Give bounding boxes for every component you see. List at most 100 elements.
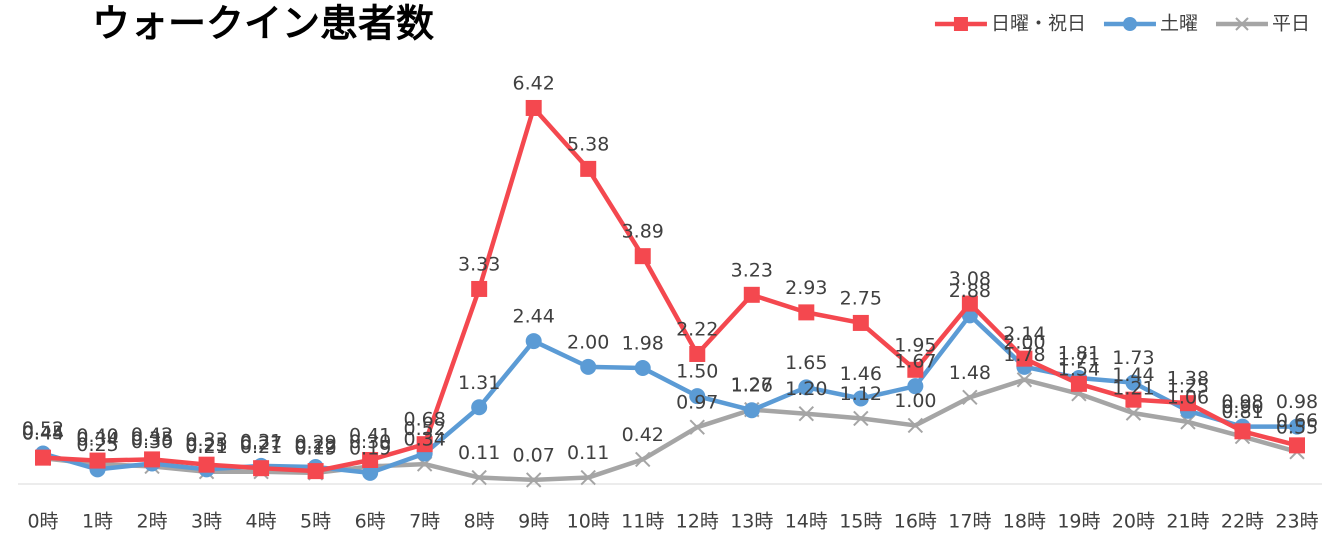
data-label: 1.06 xyxy=(1167,386,1209,408)
data-label: 0.52 xyxy=(22,418,64,440)
data-label: 0.42 xyxy=(131,424,173,446)
data-label: 0.66 xyxy=(1276,410,1318,432)
data-label: 1.25 xyxy=(1167,375,1209,397)
data-label: 1.65 xyxy=(785,352,827,374)
x-tick-label: 23時 xyxy=(1275,511,1318,533)
data-label: 2.22 xyxy=(676,318,718,340)
data-point xyxy=(634,360,651,377)
legend-label: 土曜 xyxy=(1160,13,1198,35)
data-point xyxy=(89,452,106,469)
data-label: 0.98 xyxy=(1221,391,1263,413)
x-tick-label: 14時 xyxy=(785,511,828,533)
data-point xyxy=(525,99,542,116)
data-label: 0.19 xyxy=(349,437,391,459)
x-tick-label: 19時 xyxy=(1057,511,1100,533)
legend-label: 日曜・祝日 xyxy=(991,13,1086,35)
x-tick-label: 10時 xyxy=(567,511,610,533)
x-tick-label: 4時 xyxy=(246,511,277,533)
x-tick-label: 1時 xyxy=(82,511,113,533)
x-tick-label: 12時 xyxy=(676,511,719,533)
data-label: 1.31 xyxy=(458,372,500,394)
data-point xyxy=(1070,375,1087,392)
data-label: 0.11 xyxy=(567,442,609,464)
data-label: 1.71 xyxy=(1058,348,1100,370)
x-tick-label: 6時 xyxy=(355,511,386,533)
data-point xyxy=(1125,391,1142,408)
data-point xyxy=(1179,395,1196,412)
data-point xyxy=(198,456,215,473)
data-label: 0.27 xyxy=(240,433,282,455)
data-point xyxy=(962,389,978,406)
data-point xyxy=(689,419,705,435)
data-label: 1.98 xyxy=(622,333,664,355)
data-label: 0.90 xyxy=(1221,396,1263,418)
x-tick-label: 11時 xyxy=(621,511,664,533)
data-label: 0.41 xyxy=(349,424,391,446)
data-label: 0.68 xyxy=(403,409,445,431)
data-point xyxy=(852,390,869,407)
data-point xyxy=(1234,423,1251,440)
data-point xyxy=(35,449,51,466)
data-point xyxy=(307,463,324,480)
legend-marker xyxy=(1235,17,1249,31)
data-point xyxy=(416,436,433,453)
data-label: 0.35 xyxy=(131,428,173,450)
data-label: 1.54 xyxy=(1058,358,1100,380)
data-label: 0.11 xyxy=(458,442,500,464)
data-label: 1.27 xyxy=(731,374,773,396)
series-line xyxy=(42,105,1298,474)
x-tick-label: 16時 xyxy=(894,511,937,533)
data-label: 1.67 xyxy=(894,351,936,373)
data-label: 0.97 xyxy=(676,392,718,414)
data-label: 2.88 xyxy=(949,280,991,302)
x-tick-label: 17時 xyxy=(948,511,991,533)
data-label: 0.33 xyxy=(185,429,227,451)
legend-marker xyxy=(1122,17,1137,31)
data-point xyxy=(362,464,379,481)
data-label: 0.42 xyxy=(622,424,664,446)
data-label: 5.38 xyxy=(567,133,609,155)
data-label: 0.40 xyxy=(76,425,118,447)
data-point xyxy=(907,378,924,395)
data-point xyxy=(1289,418,1305,435)
data-label: 0.07 xyxy=(513,444,555,466)
data-label: 0.21 xyxy=(240,436,282,458)
x-tick-label: 8時 xyxy=(464,511,495,533)
series-line xyxy=(42,377,1298,483)
data-label: 1.50 xyxy=(676,361,718,383)
x-tick-label: 13時 xyxy=(730,511,773,533)
data-label: 0.98 xyxy=(1276,391,1318,413)
data-label: 0.34 xyxy=(76,429,118,451)
data-label: 0.19 xyxy=(294,437,336,459)
data-label: 1.95 xyxy=(894,334,936,356)
data-label: 0.34 xyxy=(403,429,445,451)
data-point xyxy=(689,388,706,405)
data-label: 1.81 xyxy=(1058,342,1100,364)
data-point xyxy=(144,451,161,468)
data-point xyxy=(852,314,869,331)
data-point xyxy=(853,410,869,427)
data-point xyxy=(471,280,488,297)
data-point xyxy=(798,379,815,396)
data-label: 1.00 xyxy=(894,390,936,412)
x-tick-label: 9時 xyxy=(518,511,549,533)
data-label: 1.73 xyxy=(1112,347,1154,369)
x-tick-label: 7時 xyxy=(409,511,440,533)
legend-label: 平日 xyxy=(1272,13,1310,35)
data-label: 3.89 xyxy=(622,221,664,243)
x-tick-label: 18時 xyxy=(1003,511,1046,533)
data-label: 0.25 xyxy=(185,434,227,456)
data-label: 0.44 xyxy=(22,423,64,445)
data-label: 1.26 xyxy=(731,375,773,397)
data-point xyxy=(1125,405,1142,421)
data-label: 1.48 xyxy=(949,362,991,384)
x-tick-label: 21時 xyxy=(1166,511,1209,533)
data-point xyxy=(689,345,706,362)
data-label: 0.55 xyxy=(1276,416,1318,438)
data-point xyxy=(798,304,815,321)
data-label: 0.31 xyxy=(240,430,282,452)
data-point xyxy=(580,160,597,177)
x-tick-label: 2時 xyxy=(136,511,167,533)
data-label: 0.22 xyxy=(294,436,336,458)
